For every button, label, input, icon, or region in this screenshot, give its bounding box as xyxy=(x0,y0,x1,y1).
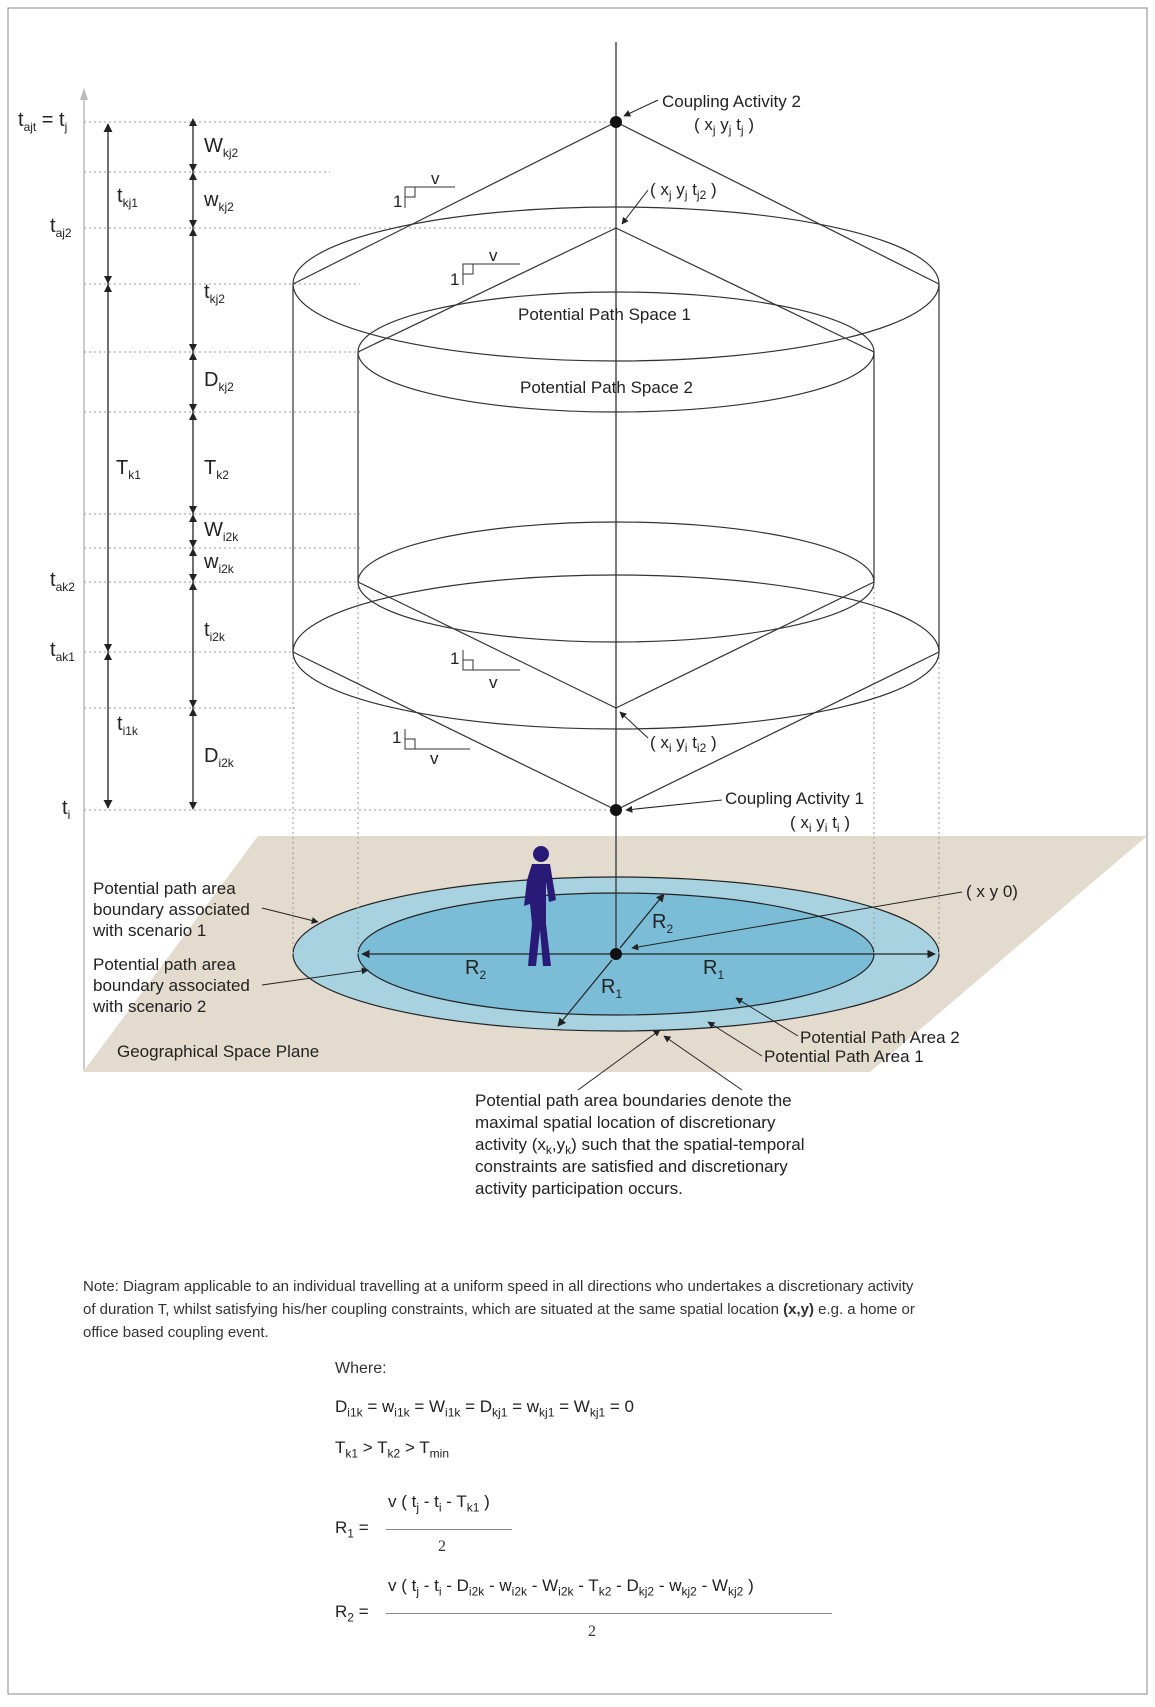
potential-path-space-2-label: Potential Path Space 2 xyxy=(520,378,693,397)
ppa2-pointer xyxy=(735,997,799,1037)
svg-text:with scenario 1: with scenario 1 xyxy=(92,921,206,940)
coupling-activity-2-coord: ( xj yj tj ) xyxy=(694,115,754,137)
potential-path-area-1-label: Potential Path Area 1 xyxy=(764,1047,924,1066)
r2-label: R2 = xyxy=(335,1602,369,1625)
boundary-caption: Potential path area boundaries denote th… xyxy=(475,1091,805,1198)
r1-numerator: v ( tj - ti - Tk1 ) xyxy=(388,1492,490,1515)
time-labels: tajt = tj taj2 tak2 tak1 ti tkj1 Tk1 ti1… xyxy=(18,109,239,822)
projection-lines xyxy=(292,582,940,954)
svg-text:wi2k: wi2k xyxy=(203,551,235,576)
slope-labels: 1 v 1 v 1 v 1 v xyxy=(392,169,498,768)
time-guides xyxy=(84,121,615,811)
coupling-2-pointer xyxy=(623,99,659,117)
ppa1-pointer xyxy=(707,1021,763,1057)
coord-tj2-label: ( xj yj tj2 ) xyxy=(650,180,717,202)
svg-text:ti: ti xyxy=(62,797,70,822)
svg-text:boundary associated: boundary associated xyxy=(93,976,250,995)
coupling-activity-1-label: Coupling Activity 1 xyxy=(725,789,864,808)
where-label: Where: xyxy=(335,1360,387,1377)
radius-arrows xyxy=(361,893,936,1027)
svg-text:tajt = tj: tajt = tj xyxy=(18,109,67,134)
svg-text:tkj2: tkj2 xyxy=(204,281,225,306)
svg-text:1: 1 xyxy=(393,192,402,211)
coupling-activity-2-label: Coupling Activity 2 xyxy=(662,92,801,111)
svg-text:activity participation occurs.: activity participation occurs. xyxy=(475,1179,683,1198)
note-line-3: office based coupling event. xyxy=(83,1324,269,1341)
scenario-2-label: Potential path area boundary associated … xyxy=(92,955,250,1016)
potential-path-area-2-label: Potential Path Area 2 xyxy=(800,1028,960,1047)
duration-inequality: Tk1 > Tk2 > Tmin xyxy=(335,1438,450,1461)
r1-label: R1 = xyxy=(335,1518,369,1541)
svg-text:boundary associated: boundary associated xyxy=(93,900,250,919)
tick-marks xyxy=(104,118,197,810)
svg-text:Wkj2: Wkj2 xyxy=(204,135,239,160)
dimension-arrows xyxy=(103,123,194,809)
svg-text:taj2: taj2 xyxy=(50,215,72,240)
svg-text:v: v xyxy=(489,246,498,265)
svg-text:Tk1: Tk1 xyxy=(116,457,141,482)
svg-text:Potential path area: Potential path area xyxy=(93,955,236,974)
svg-text:Tk2: Tk2 xyxy=(204,457,229,482)
svg-text:maximal spatial location of di: maximal spatial location of discretionar… xyxy=(475,1113,776,1132)
svg-text:1: 1 xyxy=(392,728,401,747)
svg-text:v: v xyxy=(430,749,439,768)
svg-text:Potential path area boundaries: Potential path area boundaries denote th… xyxy=(475,1091,792,1110)
scenario-1-pointer xyxy=(261,907,319,924)
page-frame xyxy=(7,7,1148,1695)
svg-text:1: 1 xyxy=(450,649,459,668)
svg-text:1: 1 xyxy=(450,270,459,289)
geographical-space-plane-label: Geographical Space Plane xyxy=(117,1042,319,1061)
coupling-activity-1-coord: ( xi yi ti ) xyxy=(790,813,850,835)
svg-text:v: v xyxy=(431,169,440,188)
svg-text:Di2k: Di2k xyxy=(204,745,235,770)
svg-text:activity (xk,yk) such that the: activity (xk,yk) such that the spatial-t… xyxy=(475,1135,805,1157)
svg-text:wkj2: wkj2 xyxy=(203,189,234,214)
coupling-activity-2-point xyxy=(610,116,622,128)
r2-numerator: v ( tj - ti - Di2k - wi2k - Wi2k - Tk2 -… xyxy=(388,1576,754,1599)
xy0-pointer xyxy=(631,891,963,951)
cone-lines xyxy=(292,121,940,811)
coupling-1-pointer xyxy=(625,799,723,813)
svg-text:ti1k: ti1k xyxy=(117,713,139,738)
svg-text:Potential path area: Potential path area xyxy=(93,879,236,898)
origin-point xyxy=(610,948,622,960)
scenario-2-pointer xyxy=(261,967,369,986)
svg-text:tkj1: tkj1 xyxy=(117,185,138,210)
potential-path-space-1-label: Potential Path Space 1 xyxy=(518,305,691,324)
svg-text:with scenario 2: with scenario 2 xyxy=(92,997,206,1016)
svg-text:constraints are satisfied and: constraints are satisfied and discretion… xyxy=(475,1157,788,1176)
svg-text:Wi2k: Wi2k xyxy=(204,519,239,544)
svg-text:tak1: tak1 xyxy=(50,639,75,664)
person-figure xyxy=(524,846,556,966)
svg-text:Dkj2: Dkj2 xyxy=(204,369,234,394)
ti2-pointer xyxy=(619,711,649,739)
svg-text:v: v xyxy=(489,673,498,692)
zero-condition-equation: Di1k = wi1k = Wi1k = Dkj1 = wkj1 = Wkj1 … xyxy=(335,1397,634,1420)
diagram-note: Note: Diagram applicable to an individua… xyxy=(83,1275,1093,1344)
tj2-pointer xyxy=(621,189,649,225)
r2-fraction-line xyxy=(386,1613,832,1614)
note-line-2: of duration T, whilst satisfying his/her… xyxy=(83,1301,915,1318)
r1-fraction-line xyxy=(386,1529,512,1530)
caption-pointer-1 xyxy=(577,1029,661,1091)
r1-denominator: 2 xyxy=(438,1538,446,1555)
r2-denominator: 2 xyxy=(588,1623,596,1640)
slope-markers xyxy=(404,186,520,750)
svg-text:ti2k: ti2k xyxy=(204,619,226,644)
coord-ti2-label: ( xi yi ti2 ) xyxy=(650,733,717,755)
coupling-activity-1-point xyxy=(610,804,622,816)
caption-pointer-2 xyxy=(663,1035,743,1091)
note-line-1: Note: Diagram applicable to an individua… xyxy=(83,1278,914,1295)
time-axis-arrow xyxy=(80,88,88,100)
svg-text:tak2: tak2 xyxy=(50,569,75,594)
scenario-1-label: Potential path area boundary associated … xyxy=(92,879,250,940)
xy0-label: ( x y 0) xyxy=(966,882,1018,901)
